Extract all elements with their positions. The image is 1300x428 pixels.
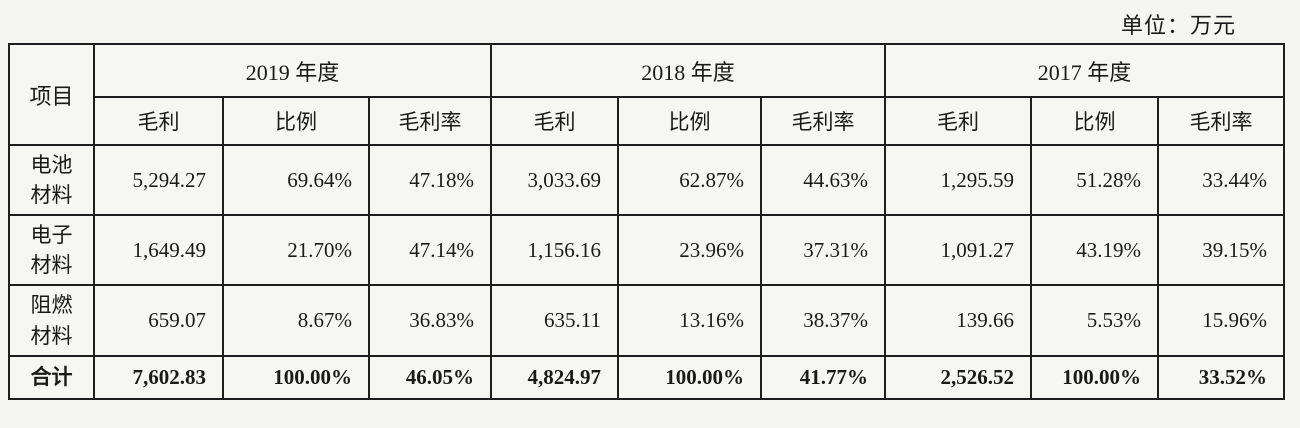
- table-row-flame-retardant-materials: 阻燃 材料 659.07 8.67% 36.83% 635.11 13.16% …: [8, 284, 1286, 357]
- year-header-2018: 2018 年度: [490, 43, 887, 98]
- table-cell: 15.96%: [1157, 284, 1286, 357]
- table-cell: 37.31%: [760, 214, 887, 286]
- table-cell: 139.66: [884, 284, 1033, 357]
- year-header-2017: 2017 年度: [884, 43, 1286, 98]
- table-cell: 21.70%: [222, 214, 370, 286]
- sub-header-row: 毛利 比例 毛利率 毛利 比例 毛利率 毛利 比例 毛利率: [9, 96, 1286, 146]
- sub-header-margin-2019: 毛利率: [367, 96, 493, 146]
- table-cell: 5,294.27: [93, 144, 224, 216]
- table-cell: 47.18%: [367, 144, 493, 216]
- table-cell: 4,824.97: [490, 355, 620, 400]
- sub-header-margin-2018: 毛利率: [760, 96, 887, 146]
- item-header-cell: 项目: [8, 43, 95, 146]
- table-cell: 635.11: [490, 284, 620, 357]
- sub-header-margin-2017: 毛利率: [1157, 96, 1286, 146]
- table-cell: 100.00%: [222, 355, 370, 400]
- table-row-battery-materials: 电池 材料 5,294.27 69.64% 47.18% 3,033.69 62…: [8, 144, 1286, 216]
- table-cell: 33.44%: [1157, 144, 1286, 216]
- table-cell: 41.77%: [760, 355, 887, 400]
- year-header-2019: 2019 年度: [92, 43, 493, 98]
- table-cell: 51.28%: [1030, 144, 1160, 216]
- row-label: 阻燃 材料: [8, 284, 95, 357]
- row-label-total: 合计: [8, 355, 95, 400]
- sub-header-gross-profit-2017: 毛利: [884, 96, 1033, 146]
- table-cell: 62.87%: [617, 144, 763, 216]
- table-cell: 13.16%: [617, 284, 763, 357]
- table-cell: 36.83%: [367, 284, 493, 357]
- table-cell: 46.05%: [367, 355, 493, 400]
- sub-header-proportion-2017: 比例: [1030, 96, 1160, 146]
- table-cell: 1,649.49: [93, 214, 224, 286]
- table-cell: 1,295.59: [884, 144, 1033, 216]
- sub-header-gross-profit-2018: 毛利: [490, 96, 620, 146]
- table-cell: 33.52%: [1157, 355, 1286, 400]
- table-cell: 43.19%: [1030, 214, 1160, 286]
- sub-header-gross-profit-2019: 毛利: [93, 96, 224, 146]
- table-row-total: 合计 7,602.83 100.00% 46.05% 4,824.97 100.…: [8, 355, 1286, 400]
- table-cell: 3,033.69: [490, 144, 620, 216]
- row-label: 电子 材料: [8, 214, 95, 286]
- table-cell: 100.00%: [617, 355, 763, 400]
- table-cell: 23.96%: [617, 214, 763, 286]
- table-cell: 39.15%: [1157, 214, 1286, 286]
- row-label: 电池 材料: [8, 144, 95, 216]
- table-cell: 659.07: [93, 284, 224, 357]
- table-cell: 100.00%: [1030, 355, 1160, 400]
- unit-label: 单位：万元: [1120, 13, 1236, 38]
- table-cell: 44.63%: [760, 144, 887, 216]
- table-cell: 69.64%: [222, 144, 370, 216]
- table-cell: 1,091.27: [884, 214, 1033, 286]
- table-cell: 5.53%: [1030, 284, 1160, 357]
- table-cell: 8.67%: [222, 284, 370, 357]
- gross-profit-table: 项目 2019 年度 2018 年度 2017 年度 毛利 比例 毛利率 毛利 …: [8, 43, 1286, 400]
- table-cell: 2,526.52: [884, 355, 1033, 400]
- year-header-row: 项目 2019 年度 2018 年度 2017 年度: [8, 43, 1286, 146]
- table-cell: 47.14%: [367, 214, 493, 286]
- table-row-electronic-materials: 电子 材料 1,649.49 21.70% 47.14% 1,156.16 23…: [8, 214, 1286, 286]
- sub-header-proportion-2018: 比例: [617, 96, 763, 146]
- table-cell: 1,156.16: [490, 214, 620, 286]
- table-cell: 7,602.83: [93, 355, 224, 400]
- sub-header-proportion-2019: 比例: [222, 96, 370, 146]
- table-cell: 38.37%: [760, 284, 887, 357]
